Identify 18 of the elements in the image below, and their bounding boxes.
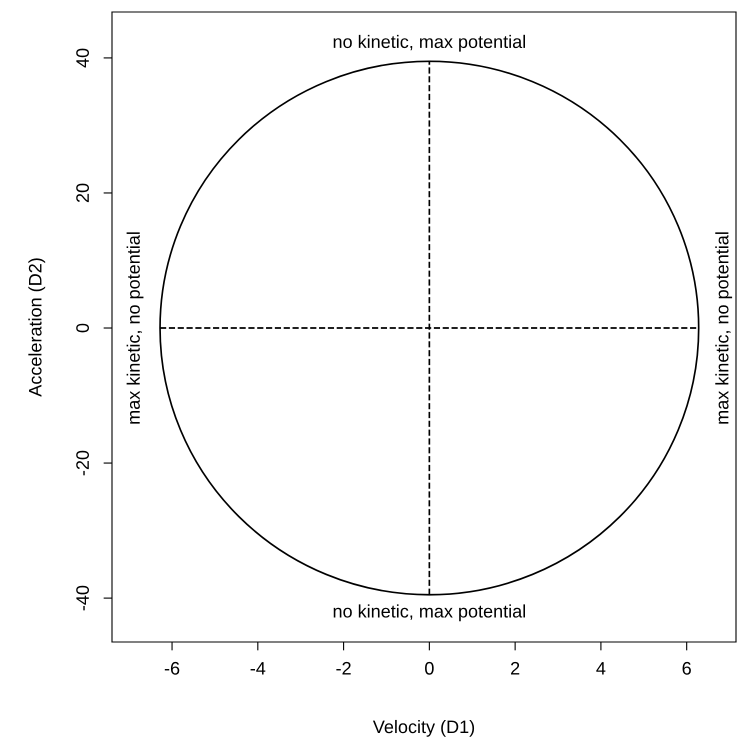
x-tick-label: 4 (596, 662, 606, 675)
y-tick-label: 40 (76, 48, 89, 68)
annotation: no kinetic, max potential (334, 604, 526, 622)
x-tick-label: -4 (250, 662, 266, 675)
x-tick-label: 6 (682, 662, 691, 675)
annotation: no kinetic, max potential (334, 34, 526, 52)
x-tick-label: -6 (164, 662, 180, 675)
x-axis-title: Velocity (D1) (372, 720, 474, 737)
x-tick-label: 2 (511, 662, 520, 675)
x-tick-label: -2 (336, 662, 351, 675)
annotation: max kinetic, no potential (126, 232, 144, 424)
y-tick-label: 0 (76, 324, 89, 332)
y-tick-label: -40 (76, 586, 89, 610)
y-axis-title: Acceleration (D2) (28, 258, 46, 397)
y-tick-label: 20 (76, 184, 89, 202)
annotation: max kinetic, no potential (715, 232, 732, 424)
y-tick-label: -20 (76, 450, 89, 476)
x-tick-label: 0 (425, 662, 434, 675)
